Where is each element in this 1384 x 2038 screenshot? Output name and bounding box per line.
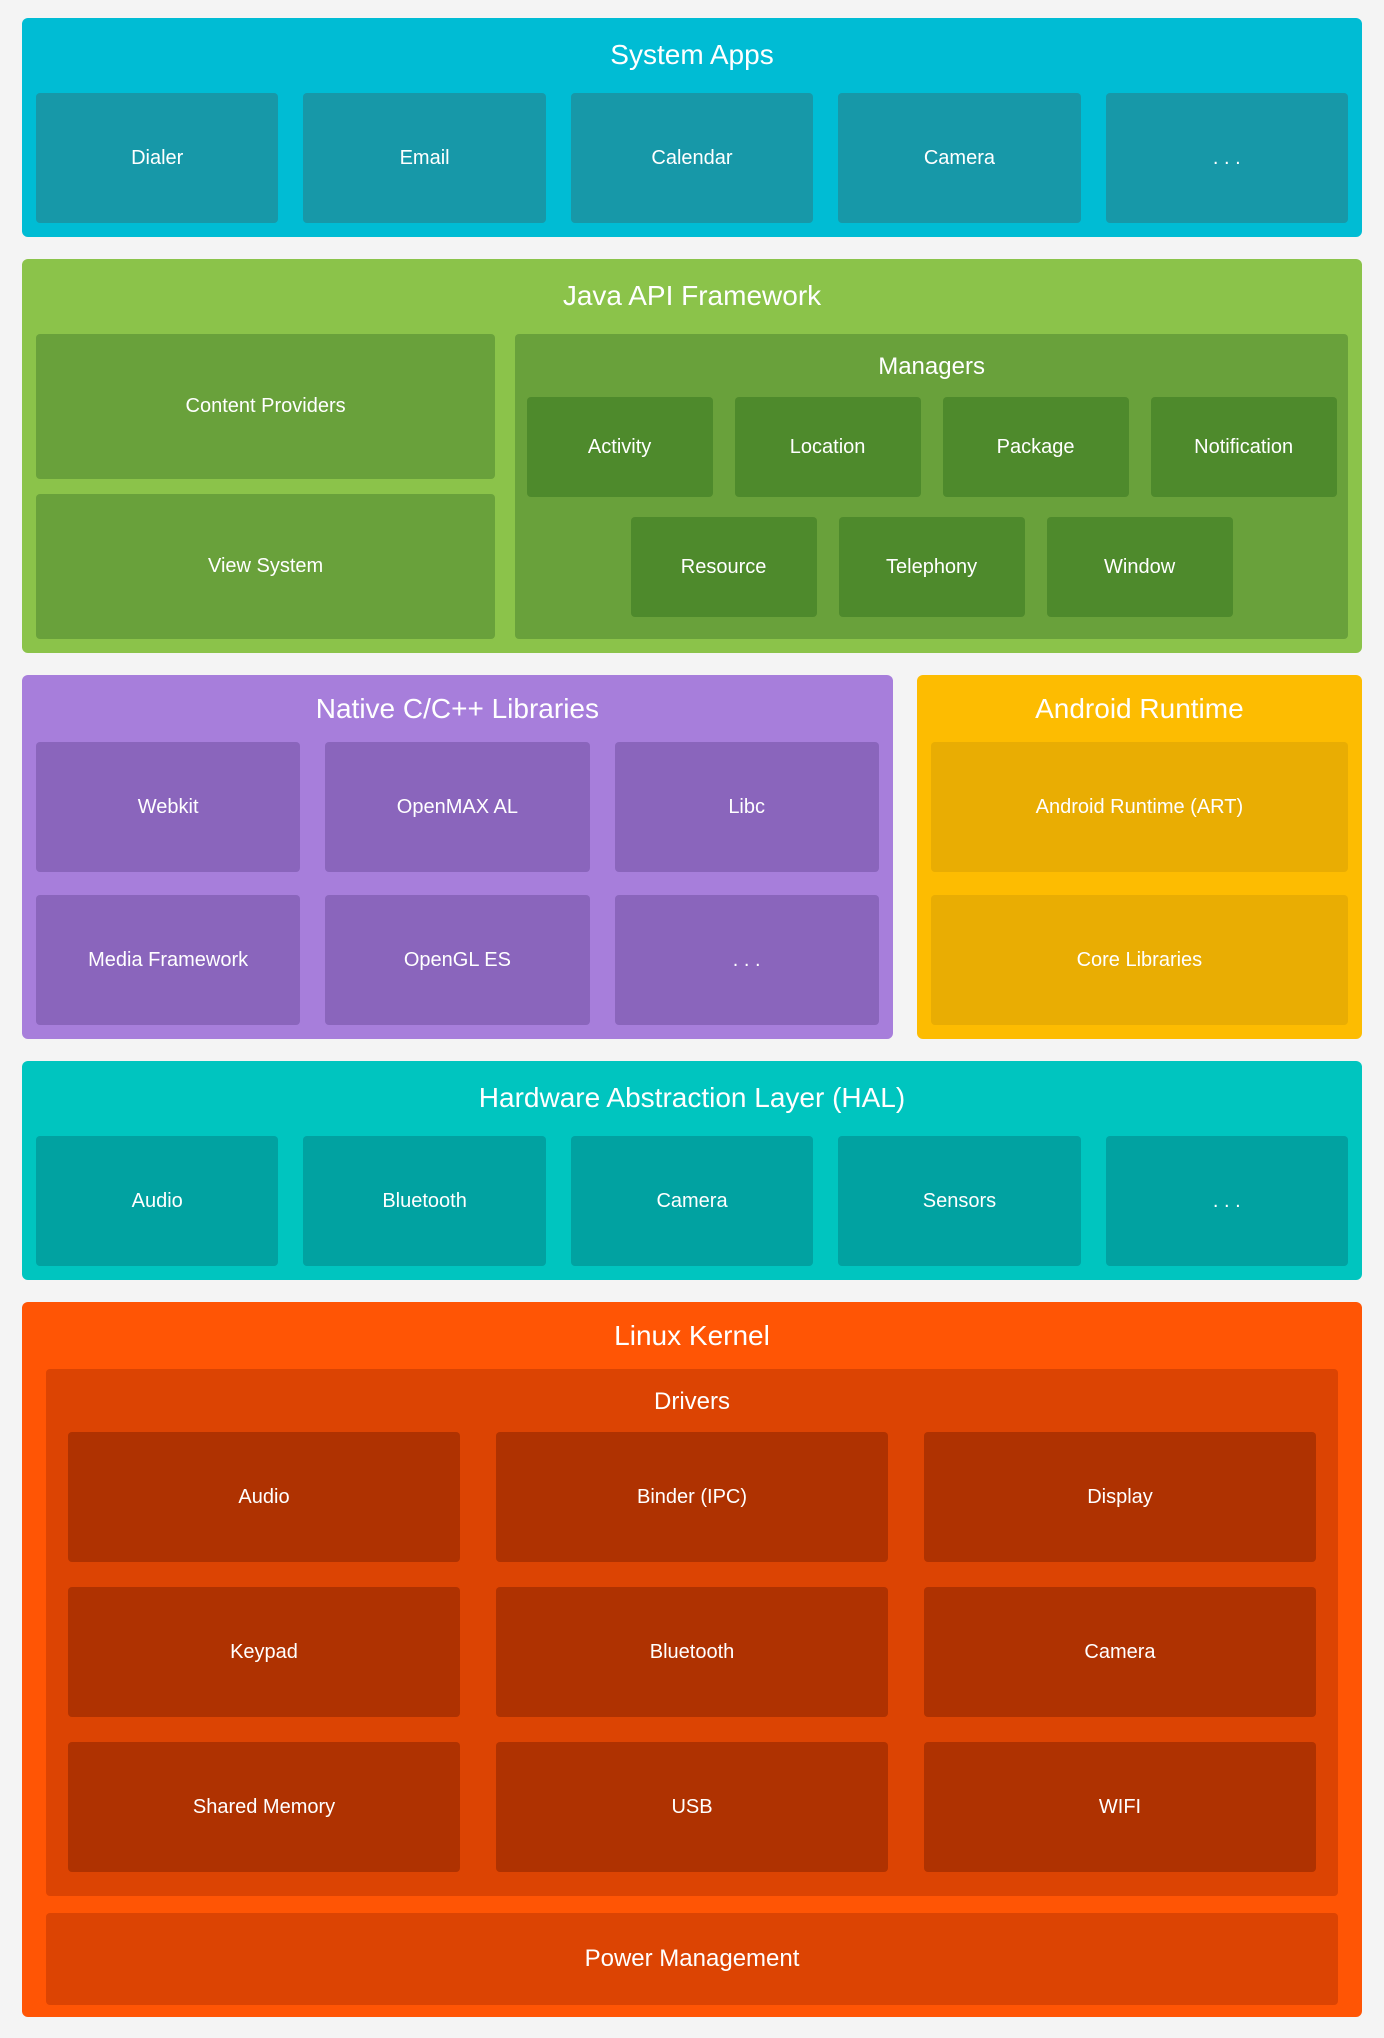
manager-box-location: Location [734,397,921,497]
system-apps-row: Dialer Email Calendar Camera . . . [36,93,1349,223]
layer-android-runtime: Android Runtime Android Runtime (ART) Co… [916,675,1362,1039]
java-box-view-system: View System [36,494,496,639]
lib-box-webkit: Webkit [36,742,301,872]
app-box-ellipsis: . . . [1105,93,1349,223]
java-left-column: Content Providers View System [36,334,496,639]
manager-box-window: Window [1046,517,1233,617]
java-api-title: Java API Framework [562,280,822,311]
lib-box-media-framework: Media Framework [36,895,301,1025]
layer-hal: Hardware Abstraction Layer (HAL) Audio B… [22,1061,1362,1280]
driver-box-bluetooth: Bluetooth [496,1587,888,1717]
hal-box-audio: Audio [36,1136,279,1266]
system-apps-title: System Apps [610,39,774,70]
driver-box-audio: Audio [68,1432,460,1562]
app-box-calendar: Calendar [570,93,814,223]
java-box-content-providers: Content Providers [36,334,496,479]
lib-box-ellipsis: . . . [614,895,879,1025]
managers-title: Managers [878,353,985,380]
manager-box-notification: Notification [1150,397,1337,497]
native-row-1: Webkit OpenMAX AL Libc [36,742,879,872]
runtime-box-core-libraries: Core Libraries [930,895,1348,1025]
layer-linux-kernel: Linux Kernel Drivers Audio Binder (IPC) … [22,1302,1362,2017]
layer-native-libraries: Native C/C++ Libraries Webkit OpenMAX AL… [22,675,893,1039]
manager-box-package: Package [942,397,1129,497]
drivers-title: Drivers [654,1388,730,1415]
android-runtime-title: Android Runtime [1035,693,1244,724]
hal-title: Hardware Abstraction Layer (HAL) [478,1082,906,1113]
native-row-2: Media Framework OpenGL ES . . . [36,895,879,1025]
driver-box-camera: Camera [924,1587,1316,1717]
drivers-row-2: Keypad Bluetooth Camera [68,1587,1316,1717]
app-box-email: Email [303,93,546,223]
hal-row: Audio Bluetooth Camera Sensors . . . [36,1136,1349,1266]
lib-box-libc: Libc [614,742,879,872]
lib-box-openmax-al: OpenMAX AL [325,742,590,872]
native-libraries-title: Native C/C++ Libraries [315,693,599,724]
layer-system-apps: System Apps Dialer Email Calendar Camera… [22,18,1362,237]
java-api-columns: Content Providers View System Managers A… [36,334,1348,639]
app-box-camera: Camera [838,93,1081,223]
hal-box-sensors: Sensors [838,1136,1081,1266]
drivers-container: Drivers Audio Binder (IPC) Display Keypa… [46,1369,1338,1896]
driver-box-usb: USB [496,1742,888,1872]
app-box-dialer: Dialer [36,93,279,223]
manager-box-resource: Resource [630,517,817,617]
drivers-row-3: Shared Memory USB WIFI [68,1742,1316,1872]
linux-kernel-title: Linux Kernel [614,1320,770,1351]
hal-box-camera: Camera [570,1136,814,1266]
managers-row-2: Resource Telephony Window [524,517,1339,617]
driver-box-wifi: WIFI [924,1742,1316,1872]
hal-box-bluetooth: Bluetooth [303,1136,546,1266]
driver-box-binder-ipc: Binder (IPC) [496,1432,888,1562]
middle-row: Native C/C++ Libraries Webkit OpenMAX AL… [22,675,1362,1039]
manager-box-activity: Activity [526,397,713,497]
layer-java-api-framework: Java API Framework Content Providers Vie… [22,259,1362,653]
lib-box-opengl-es: OpenGL ES [325,895,590,1025]
driver-box-keypad: Keypad [68,1587,460,1717]
driver-box-display: Display [924,1432,1316,1562]
runtime-box-art: Android Runtime (ART) [930,742,1348,872]
manager-box-telephony: Telephony [838,517,1025,617]
drivers-row-1: Audio Binder (IPC) Display [68,1432,1316,1562]
driver-box-shared-memory: Shared Memory [68,1742,460,1872]
power-management-box: Power Management [46,1913,1338,2005]
managers-row-1: Activity Location Package Notification [524,397,1339,497]
managers-container: Managers Activity Location Package Notif… [515,334,1348,639]
hal-box-ellipsis: . . . [1105,1136,1349,1266]
